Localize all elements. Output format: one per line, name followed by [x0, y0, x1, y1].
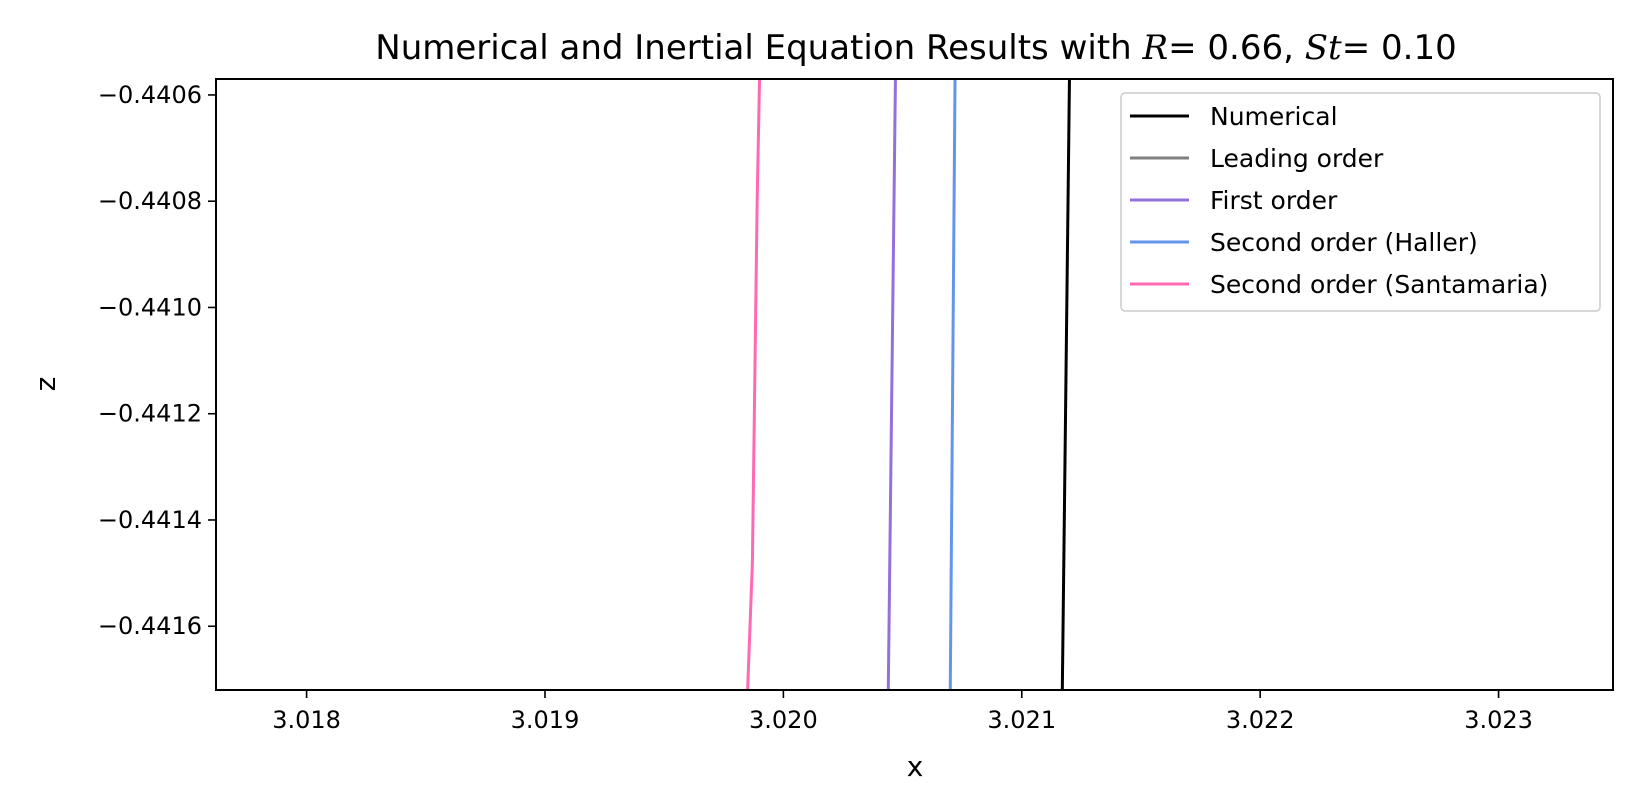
x-axis-title: x [907, 750, 924, 783]
legend-frame [1120, 92, 1601, 312]
chart-title-st-symbol: St [1305, 28, 1342, 68]
legend-label-second-order-haller: Second order (Haller) [1210, 228, 1478, 257]
y-tick-label: −0.4410 [98, 293, 202, 321]
chart-title: Numerical and Inertial Equation Results … [375, 28, 1456, 68]
y-tick-label: −0.4412 [98, 400, 202, 428]
y-tick-label: −0.4408 [98, 187, 202, 215]
y-axis-title: z [29, 377, 62, 392]
x-tick-label: 3.022 [1226, 706, 1295, 734]
x-tick-label: 3.020 [749, 706, 818, 734]
legend-label-second-order-santamaria: Second order (Santamaria) [1210, 270, 1548, 299]
y-tick-label: −0.4416 [98, 612, 202, 640]
chart-title-st-value: = 0.10 [1342, 28, 1457, 68]
plot-series [746, 78, 1071, 691]
legend-label-leading-order: Leading order [1210, 144, 1384, 173]
legend-label-first-order: First order [1210, 186, 1338, 215]
legend: Numerical Leading order First order Seco… [1120, 92, 1601, 312]
x-tick-label: 3.019 [511, 706, 580, 734]
plot-frame [215, 78, 1614, 691]
chart-title-prefix: Numerical and Inertial Equation Results … [375, 28, 1142, 68]
series-line-second-order-haller [948, 78, 957, 691]
series-line-second-order-santamaria [746, 78, 762, 691]
y-tick-label: −0.4414 [98, 506, 202, 534]
x-tick-label: 3.018 [272, 706, 341, 734]
x-tick-label: 3.021 [987, 706, 1056, 734]
chart-title-r-value: = 0.66, [1168, 28, 1305, 68]
legend-label-numerical: Numerical [1210, 102, 1338, 131]
y-axis-ticks: −0.4406 −0.4408 −0.4410 −0.4412 −0.4414 −0.44… [98, 81, 216, 640]
x-tick-label: 3.023 [1464, 706, 1533, 734]
chart-title-r-symbol: R [1142, 28, 1169, 68]
y-tick-label: −0.4406 [98, 81, 202, 109]
series-line-numerical [1060, 78, 1071, 691]
x-axis-ticks: 3.018 3.019 3.020 3.021 3.022 3.023 [272, 690, 1533, 734]
series-line-first-order [886, 78, 897, 691]
